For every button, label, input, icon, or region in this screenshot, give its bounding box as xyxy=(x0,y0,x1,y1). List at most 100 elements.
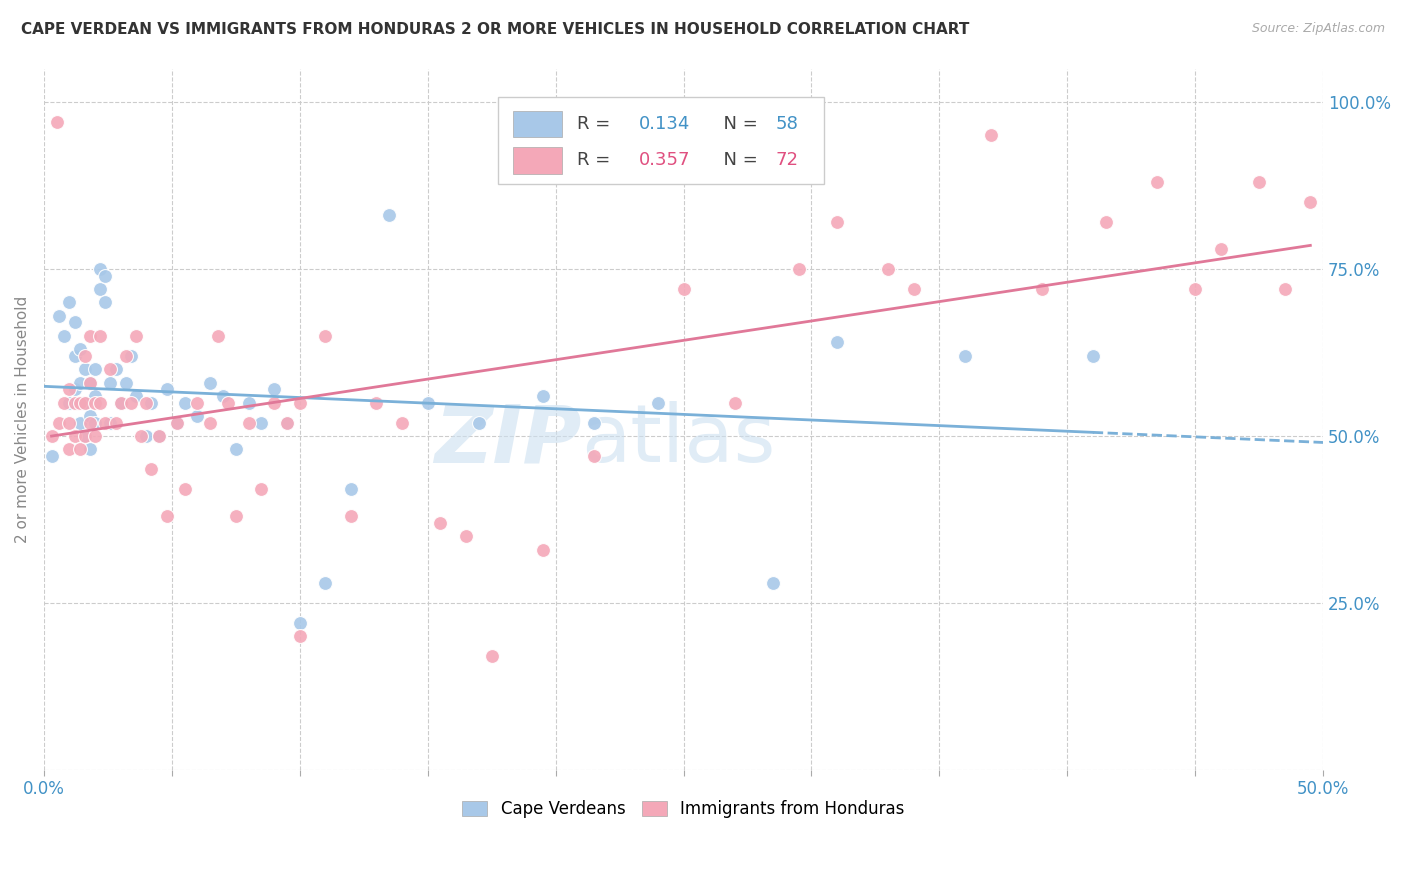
Point xyxy=(73,349,96,363)
Point xyxy=(148,429,170,443)
Point xyxy=(48,416,70,430)
Point xyxy=(263,382,285,396)
Point xyxy=(340,509,363,524)
Point xyxy=(58,416,80,430)
Point xyxy=(288,395,311,409)
Point xyxy=(125,328,148,343)
Point xyxy=(100,416,122,430)
Point xyxy=(391,416,413,430)
Point xyxy=(238,395,260,409)
Point xyxy=(276,416,298,430)
Point xyxy=(340,483,363,497)
Point xyxy=(45,115,67,129)
Point xyxy=(762,576,785,591)
Point xyxy=(84,395,107,409)
Text: R =: R = xyxy=(578,152,616,169)
Point xyxy=(58,382,80,396)
Point xyxy=(79,409,101,423)
Point xyxy=(212,389,235,403)
Point xyxy=(647,395,669,409)
Point xyxy=(69,442,91,457)
Point xyxy=(79,442,101,457)
Text: 72: 72 xyxy=(776,152,799,169)
Point xyxy=(953,349,976,363)
Point xyxy=(58,442,80,457)
Point xyxy=(1274,282,1296,296)
Bar xyxy=(513,111,562,137)
Point xyxy=(148,429,170,443)
Point xyxy=(429,516,451,530)
Point xyxy=(314,328,336,343)
Point xyxy=(120,349,142,363)
Point xyxy=(129,429,152,443)
Text: CAPE VERDEAN VS IMMIGRANTS FROM HONDURAS 2 OR MORE VEHICLES IN HOUSEHOLD CORRELA: CAPE VERDEAN VS IMMIGRANTS FROM HONDURAS… xyxy=(21,22,970,37)
Point xyxy=(63,395,86,409)
Point xyxy=(79,376,101,390)
Text: 0.357: 0.357 xyxy=(638,152,690,169)
Point xyxy=(125,389,148,403)
Point xyxy=(238,416,260,430)
Point xyxy=(1031,282,1053,296)
Point xyxy=(724,395,747,409)
Point xyxy=(79,376,101,390)
Point xyxy=(225,509,247,524)
Point xyxy=(110,395,132,409)
Point xyxy=(288,615,311,630)
Point xyxy=(1249,175,1271,189)
Point xyxy=(104,416,127,430)
FancyBboxPatch shape xyxy=(498,96,824,185)
Point xyxy=(41,429,63,443)
Point xyxy=(73,395,96,409)
Text: 58: 58 xyxy=(776,115,799,133)
Point xyxy=(114,349,136,363)
Point xyxy=(378,209,401,223)
Text: 0.134: 0.134 xyxy=(638,115,690,133)
Point xyxy=(1081,349,1104,363)
Point xyxy=(89,262,111,277)
Point xyxy=(531,542,554,557)
Point xyxy=(100,376,122,390)
Point xyxy=(53,395,76,409)
Point xyxy=(416,395,439,409)
Point xyxy=(1094,215,1116,229)
Point xyxy=(104,362,127,376)
Point xyxy=(58,395,80,409)
Point xyxy=(198,376,221,390)
Point xyxy=(79,416,101,430)
Point xyxy=(73,395,96,409)
Text: N =: N = xyxy=(711,152,763,169)
Text: ZIP: ZIP xyxy=(434,401,581,479)
Text: atlas: atlas xyxy=(581,401,776,479)
Point xyxy=(877,262,900,277)
Point xyxy=(58,295,80,310)
Point xyxy=(141,462,163,476)
Point xyxy=(582,449,605,463)
Point xyxy=(186,395,208,409)
Point xyxy=(156,382,179,396)
Point xyxy=(110,395,132,409)
Point xyxy=(89,328,111,343)
Point xyxy=(100,362,122,376)
Point xyxy=(63,349,86,363)
Point xyxy=(207,328,229,343)
Point xyxy=(156,509,179,524)
Point xyxy=(217,395,239,409)
Point xyxy=(94,268,117,283)
Point xyxy=(94,416,117,430)
Point xyxy=(263,395,285,409)
Point xyxy=(114,376,136,390)
Point xyxy=(366,395,388,409)
Point xyxy=(84,389,107,403)
Point xyxy=(1209,242,1232,256)
Point xyxy=(582,416,605,430)
Point xyxy=(48,309,70,323)
Point xyxy=(63,382,86,396)
Point xyxy=(73,429,96,443)
Text: R =: R = xyxy=(578,115,616,133)
Point xyxy=(288,629,311,643)
Point xyxy=(173,483,195,497)
Text: N =: N = xyxy=(711,115,763,133)
Point xyxy=(903,282,925,296)
Point xyxy=(225,442,247,457)
Point xyxy=(1299,195,1322,210)
